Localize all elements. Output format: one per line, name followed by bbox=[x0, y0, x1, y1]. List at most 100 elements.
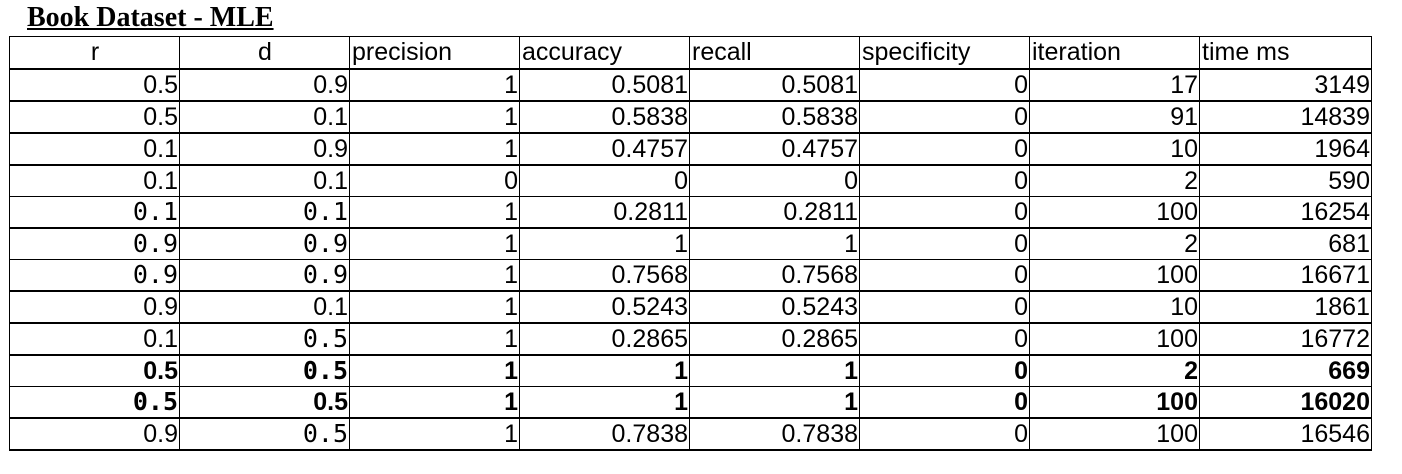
cell-precision: 1 bbox=[349, 289, 520, 323]
cell-precision: 1 bbox=[349, 321, 520, 355]
header-d: d bbox=[179, 36, 350, 70]
header-recall: recall bbox=[689, 36, 860, 70]
cell-specificity: 0 bbox=[859, 416, 1030, 451]
cell-recall: 0.4757 bbox=[689, 131, 860, 165]
cell-iteration: 100 bbox=[1029, 195, 1200, 228]
cell-accuracy: 0.5081 bbox=[519, 67, 690, 101]
cell-recall: 0.2865 bbox=[689, 321, 860, 355]
cell-precision: 1 bbox=[349, 195, 520, 228]
cell-precision: 1 bbox=[349, 226, 520, 260]
cell-accuracy: 1 bbox=[519, 353, 690, 387]
results-table: r d precision accuracy recall specificit… bbox=[9, 36, 1372, 451]
cell-recall: 0.5243 bbox=[689, 289, 860, 323]
cell-recall: 0.5081 bbox=[689, 67, 860, 101]
cell-precision: 1 bbox=[349, 67, 520, 101]
cell-precision: 1 bbox=[349, 258, 520, 291]
header-accuracy: accuracy bbox=[519, 36, 690, 70]
header-row: r d precision accuracy recall specificit… bbox=[9, 36, 1372, 70]
cell-iteration: 2 bbox=[1029, 226, 1200, 260]
cell-r: 0.9 bbox=[9, 226, 180, 260]
cell-accuracy: 0.2811 bbox=[519, 195, 690, 228]
cell-accuracy: 1 bbox=[519, 226, 690, 260]
cell-recall: 1 bbox=[689, 385, 860, 418]
table-row: 0.9 0.9 1 1 1 0 2 681 bbox=[9, 226, 1372, 260]
cell-accuracy: 0.4757 bbox=[519, 131, 690, 165]
cell-time-ms: 16254 bbox=[1199, 195, 1372, 228]
cell-recall: 0 bbox=[689, 163, 860, 197]
cell-iteration: 100 bbox=[1029, 385, 1200, 418]
cell-iteration: 100 bbox=[1029, 321, 1200, 355]
table-row: 0.1 0.1 1 0.2811 0.2811 0 100 16254 bbox=[9, 195, 1372, 228]
cell-accuracy: 0.5243 bbox=[519, 289, 690, 323]
cell-time-ms: 16772 bbox=[1199, 321, 1372, 355]
cell-accuracy: 0 bbox=[519, 163, 690, 197]
cell-iteration: 100 bbox=[1029, 258, 1200, 291]
header-r: r bbox=[9, 36, 180, 70]
cell-d: 0.1 bbox=[179, 163, 350, 197]
cell-d: 0.5 bbox=[179, 416, 350, 451]
cell-specificity: 0 bbox=[859, 258, 1030, 291]
cell-specificity: 0 bbox=[859, 163, 1030, 197]
cell-accuracy: 0.5838 bbox=[519, 99, 690, 133]
cell-iteration: 10 bbox=[1029, 289, 1200, 323]
table-row: 0.5 0.5 1 1 1 0 100 16020 bbox=[9, 385, 1372, 418]
cell-specificity: 0 bbox=[859, 67, 1030, 101]
cell-r: 0.5 bbox=[9, 99, 180, 133]
cell-specificity: 0 bbox=[859, 226, 1030, 260]
document-title: Book Dataset - MLE bbox=[27, 2, 274, 33]
cell-time-ms: 16546 bbox=[1199, 416, 1372, 451]
cell-specificity: 0 bbox=[859, 195, 1030, 228]
header-specificity: specificity bbox=[859, 36, 1030, 70]
cell-r: 0.9 bbox=[9, 289, 180, 323]
cell-time-ms: 16671 bbox=[1199, 258, 1372, 291]
cell-specificity: 0 bbox=[859, 99, 1030, 133]
cell-r: 0.5 bbox=[9, 67, 180, 101]
cell-iteration: 2 bbox=[1029, 353, 1200, 387]
cell-time-ms: 1861 bbox=[1199, 289, 1372, 323]
cell-d: 0.5 bbox=[179, 321, 350, 355]
cell-iteration: 10 bbox=[1029, 131, 1200, 165]
cell-iteration: 100 bbox=[1029, 416, 1200, 451]
cell-accuracy: 0.7568 bbox=[519, 258, 690, 291]
table-row: 0.1 0.5 1 0.2865 0.2865 0 100 16772 bbox=[9, 321, 1372, 355]
table-row: 0.9 0.5 1 0.7838 0.7838 0 100 16546 bbox=[9, 416, 1372, 451]
cell-d: 0.5 bbox=[179, 353, 350, 387]
cell-d: 0.5 bbox=[179, 385, 350, 418]
cell-iteration: 91 bbox=[1029, 99, 1200, 133]
cell-specificity: 0 bbox=[859, 289, 1030, 323]
cell-r: 0.5 bbox=[9, 353, 180, 387]
cell-iteration: 2 bbox=[1029, 163, 1200, 197]
cell-recall: 0.2811 bbox=[689, 195, 860, 228]
table-row: 0.5 0.1 1 0.5838 0.5838 0 91 14839 bbox=[9, 99, 1372, 133]
cell-d: 0.1 bbox=[179, 289, 350, 323]
cell-time-ms: 669 bbox=[1199, 353, 1372, 387]
cell-r: 0.1 bbox=[9, 321, 180, 355]
cell-recall: 0.7568 bbox=[689, 258, 860, 291]
cell-d: 0.1 bbox=[179, 99, 350, 133]
table-row: 0.5 0.9 1 0.5081 0.5081 0 17 3149 bbox=[9, 67, 1372, 101]
cell-time-ms: 16020 bbox=[1199, 385, 1372, 418]
cell-precision: 1 bbox=[349, 385, 520, 418]
cell-d: 0.9 bbox=[179, 67, 350, 101]
cell-specificity: 0 bbox=[859, 131, 1030, 165]
cell-accuracy: 1 bbox=[519, 385, 690, 418]
cell-precision: 1 bbox=[349, 416, 520, 451]
cell-d: 0.9 bbox=[179, 226, 350, 260]
cell-precision: 0 bbox=[349, 163, 520, 197]
cell-time-ms: 590 bbox=[1199, 163, 1372, 197]
cell-precision: 1 bbox=[349, 353, 520, 387]
cell-recall: 1 bbox=[689, 353, 860, 387]
table-row: 0.5 0.5 1 1 1 0 2 669 bbox=[9, 353, 1372, 387]
cell-time-ms: 3149 bbox=[1199, 67, 1372, 101]
table-row: 0.9 0.1 1 0.5243 0.5243 0 10 1861 bbox=[9, 289, 1372, 323]
cell-r: 0.9 bbox=[9, 416, 180, 451]
cell-r: 0.5 bbox=[9, 385, 180, 418]
cell-r: 0.1 bbox=[9, 131, 180, 165]
table-row: 0.1 0.9 1 0.4757 0.4757 0 10 1964 bbox=[9, 131, 1372, 165]
cell-specificity: 0 bbox=[859, 321, 1030, 355]
header-time-ms: time ms bbox=[1199, 36, 1372, 70]
cell-r: 0.1 bbox=[9, 163, 180, 197]
header-precision: precision bbox=[349, 36, 520, 70]
header-iteration: iteration bbox=[1029, 36, 1200, 70]
cell-time-ms: 681 bbox=[1199, 226, 1372, 260]
